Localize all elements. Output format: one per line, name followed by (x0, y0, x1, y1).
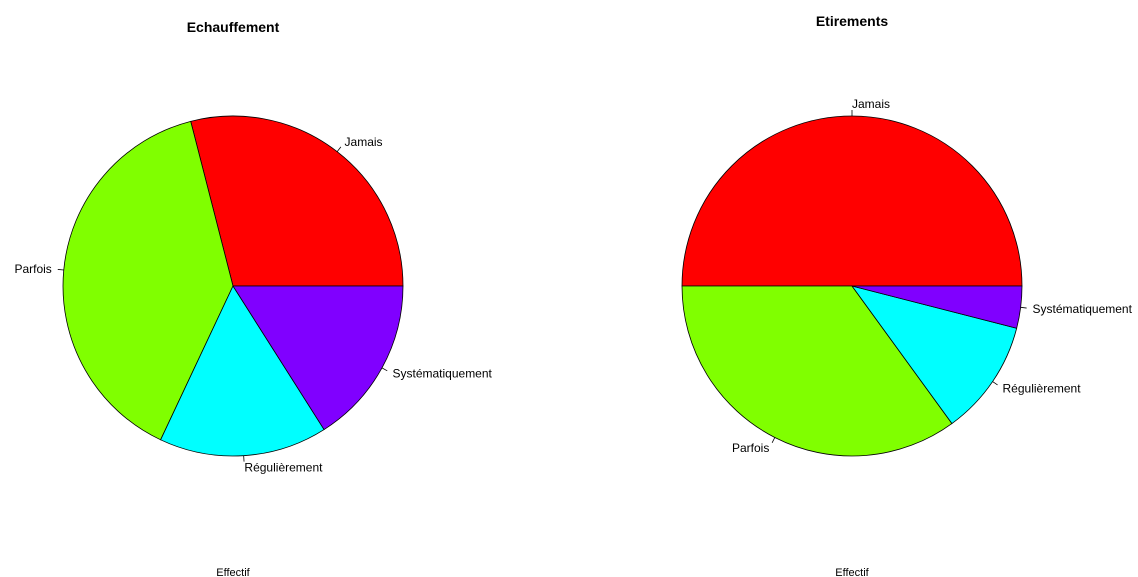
slice-label-regulierement: Régulièrement (244, 461, 323, 475)
slice-label-systematiquement: Systématiquement (1033, 302, 1133, 316)
pie-slice-jamais (681, 115, 1023, 287)
slice-label-parfois: Parfois (732, 441, 769, 455)
label-tick (381, 367, 388, 372)
slice-label-jamais: Jamais (345, 135, 383, 149)
pie-slice-systematiquement (851, 285, 1023, 329)
pie-slice-jamais (190, 115, 404, 287)
x-axis-label: Effectif (216, 567, 250, 577)
pie-slice-parfois (681, 285, 953, 457)
chart-title: Etirements (816, 13, 889, 29)
label-tick (771, 437, 776, 444)
label-tick (1020, 306, 1027, 309)
chart-title: Echauffement (187, 19, 280, 35)
slice-label-systematiquement: Systématiquement (392, 367, 492, 381)
chart-etirements: Etirements Jamais Parfois Régulièrement Sys… (681, 13, 1133, 577)
slice-label-regulierement: Régulièrement (1003, 381, 1082, 395)
x-axis-label: Effectif (835, 567, 869, 577)
slice-label-jamais: Jamais (852, 97, 890, 111)
label-tick (57, 269, 64, 271)
pie-slice-parfois (62, 120, 234, 441)
pie-slice-regulierement (851, 285, 1018, 425)
slice-label-parfois: Parfois (14, 262, 51, 276)
label-tick (992, 381, 998, 386)
label-tick (336, 146, 342, 152)
chart-echauffement: Echauffement Jamais Parfois Régulièrement S… (14, 19, 492, 577)
